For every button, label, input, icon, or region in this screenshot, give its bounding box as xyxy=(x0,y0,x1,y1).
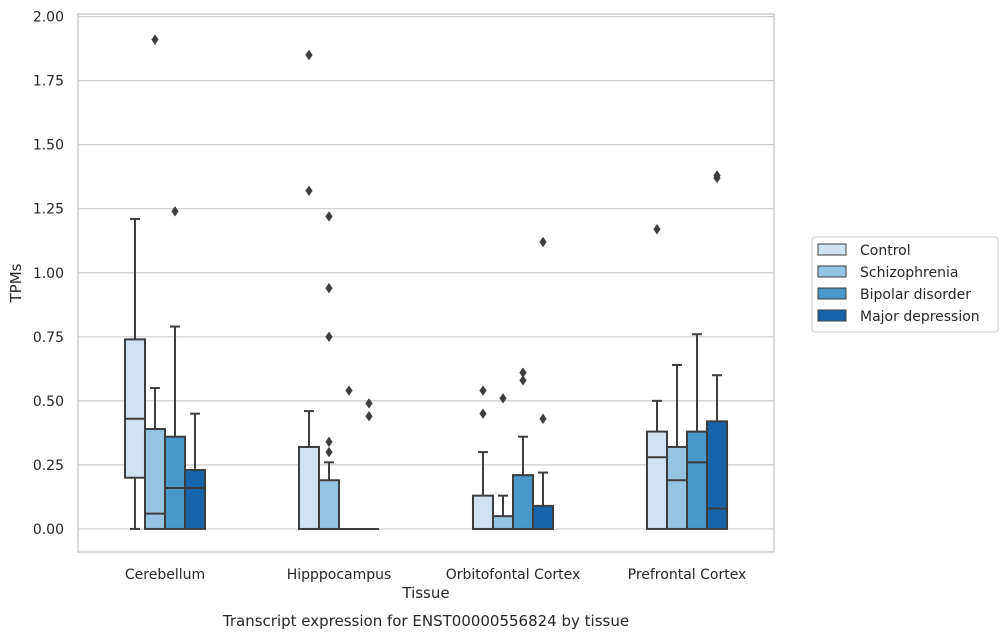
y-tick-label-6: 1.50 xyxy=(33,138,64,154)
outlier-point xyxy=(325,282,333,294)
outlier-point xyxy=(479,385,487,396)
outlier-point xyxy=(479,408,487,419)
box-body xyxy=(706,420,729,530)
outlier-point xyxy=(171,206,179,217)
legend-label-2: Bipolar disorder xyxy=(860,287,971,303)
outlier-point xyxy=(325,446,333,458)
box-2-2 xyxy=(512,367,535,530)
x-tick-label-1: Hipppocampus xyxy=(287,567,392,583)
box-1-2 xyxy=(339,385,360,530)
outlier-point xyxy=(499,393,507,404)
box-2-0 xyxy=(471,385,494,530)
box-body xyxy=(532,504,555,530)
outlier-point xyxy=(365,411,373,422)
legend-swatch-3 xyxy=(817,309,847,322)
outlier-point xyxy=(325,211,333,222)
outlier-point xyxy=(325,331,333,342)
y-tick-label-3: 0.75 xyxy=(33,330,64,346)
legend-frame xyxy=(811,236,999,333)
legend: Control Schizophrenia Bipolar disorder Majo… xyxy=(811,236,999,333)
x-axis-ticks: Cerebellum Hipppocampus Orbitofontal Corte… xyxy=(125,567,746,583)
outlier-point xyxy=(151,34,159,45)
box-2-3 xyxy=(532,236,555,530)
y-axis-label: TPMs xyxy=(7,263,25,303)
box-body xyxy=(665,445,688,530)
box-2-1 xyxy=(491,393,514,530)
x-tick-label-2: Orbitofontal Cortex xyxy=(446,567,581,583)
outlier-point xyxy=(519,375,527,386)
y-tick-label-4: 1.00 xyxy=(33,266,64,282)
box-body xyxy=(645,430,668,530)
plot-frame xyxy=(77,13,775,553)
box-1-1 xyxy=(317,211,340,530)
outlier-point xyxy=(305,185,313,196)
legend-swatch-2 xyxy=(817,287,847,300)
y-tick-label-2: 0.50 xyxy=(33,394,64,410)
y-tick-label-7: 1.75 xyxy=(33,74,64,90)
box-1-3 xyxy=(359,398,380,530)
box-body xyxy=(123,338,146,479)
boxes xyxy=(123,34,729,530)
box-3-1 xyxy=(665,363,688,530)
box-body xyxy=(491,515,514,530)
outlier-point xyxy=(539,236,547,248)
box-0-2 xyxy=(164,206,187,530)
outlier-point xyxy=(305,49,313,61)
y-tick-label-5: 1.25 xyxy=(33,202,64,218)
legend-label-1: Schizophrenia xyxy=(860,265,958,281)
box-body xyxy=(297,445,320,530)
y-tick-label-8: 2.00 xyxy=(33,10,64,26)
box-0-0 xyxy=(123,217,146,530)
outlier-point xyxy=(539,413,547,424)
legend-label-3: Major depression xyxy=(860,309,980,325)
outlier-point xyxy=(325,436,333,448)
x-axis-label: Tissue xyxy=(401,584,449,602)
box-body xyxy=(184,469,207,530)
outlier-point xyxy=(345,385,353,396)
box-body xyxy=(512,474,535,530)
legend-label-0: Control xyxy=(860,243,911,259)
outlier-point xyxy=(519,367,527,378)
legend-swatch-1 xyxy=(817,265,847,278)
box-body xyxy=(471,494,494,530)
chart-caption: Transcript expression for ENST0000055682… xyxy=(222,612,629,630)
box-body xyxy=(686,430,709,530)
box-0-3 xyxy=(184,412,207,530)
y-tick-label-0: 0.00 xyxy=(33,522,64,538)
box-3-3 xyxy=(706,170,729,530)
outlier-point xyxy=(653,224,661,235)
legend-swatch-0 xyxy=(817,243,847,256)
box-body xyxy=(164,435,187,530)
y-axis-ticks: 0.00 0.25 0.50 0.75 1.00 1.25 1.50 1.75 2.00 xyxy=(33,10,64,538)
x-tick-label-3: Prefrontal Cortex xyxy=(628,567,747,583)
y-tick-label-1: 0.25 xyxy=(33,458,64,474)
outlier-point xyxy=(365,398,373,409)
box-body xyxy=(317,479,340,530)
outlier-point xyxy=(713,170,721,181)
x-tick-label-0: Cerebellum xyxy=(125,567,205,583)
